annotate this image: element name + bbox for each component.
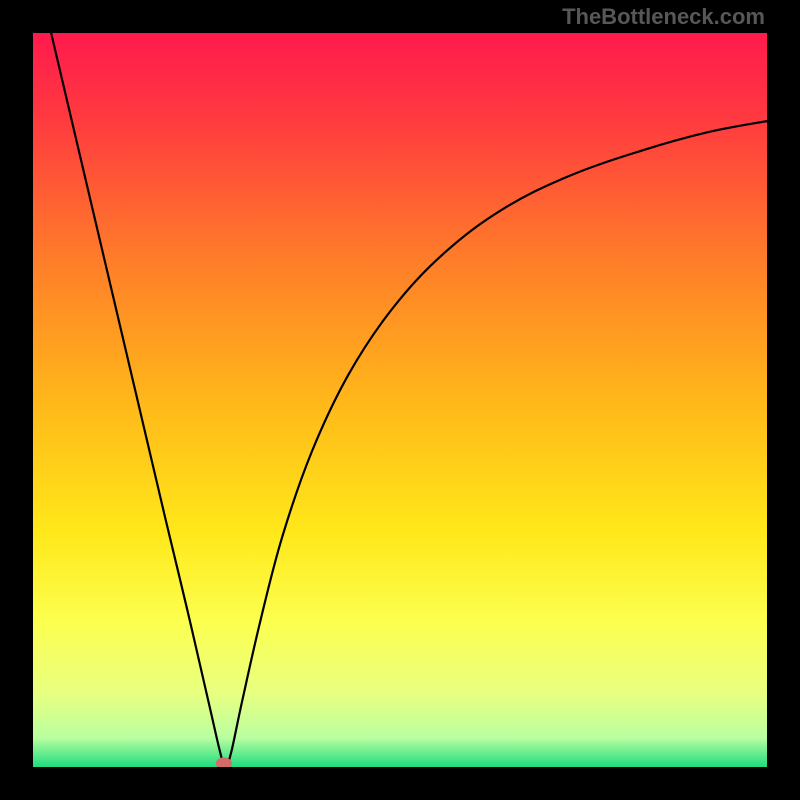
watermark-text: TheBottleneck.com: [562, 4, 765, 30]
chart-plot-area: [33, 33, 767, 767]
chart-curve-svg: [33, 33, 767, 767]
bottleneck-curve-path: [33, 33, 767, 767]
